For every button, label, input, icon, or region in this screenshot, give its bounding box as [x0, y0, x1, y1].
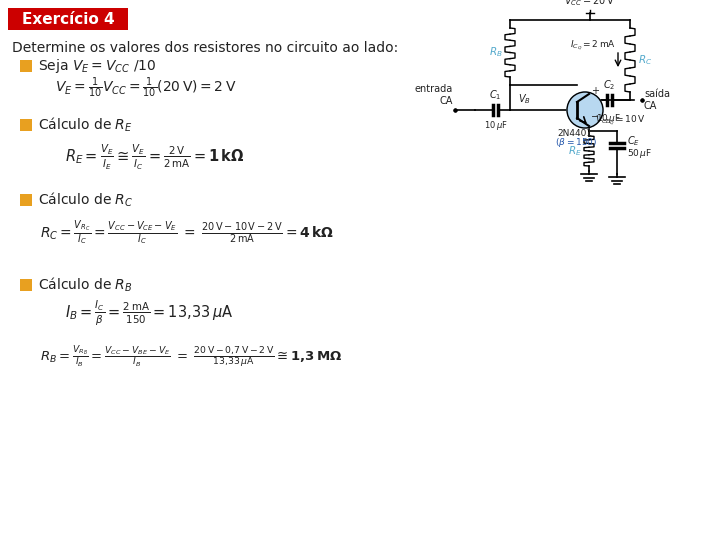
- Text: $I_B = \frac{I_C}{\beta} = \frac{2\,\mathrm{mA}}{150} = 13{,}33\,\mu\mathrm{A}$: $I_B = \frac{I_C}{\beta} = \frac{2\,\mat…: [65, 299, 233, 328]
- Circle shape: [567, 92, 603, 128]
- Text: Cálculo de $R_B$: Cálculo de $R_B$: [38, 276, 132, 294]
- Text: $10\,\mu\mathrm{F}$: $10\,\mu\mathrm{F}$: [484, 119, 508, 132]
- Text: $R_C$: $R_C$: [638, 53, 652, 67]
- Text: ($\beta = 150$): ($\beta = 150$): [555, 136, 597, 149]
- Text: Seja $V_E = V_{CC}$ /10: Seja $V_E = V_{CC}$ /10: [38, 57, 156, 75]
- Text: $V_{CC} = 20\,\mathrm{V}$: $V_{CC} = 20\,\mathrm{V}$: [564, 0, 616, 8]
- FancyBboxPatch shape: [20, 279, 32, 291]
- Text: Cálculo de $R_C$: Cálculo de $R_C$: [38, 191, 133, 209]
- Text: $I_{C_Q} = 2\,\mathrm{mA}$: $I_{C_Q} = 2\,\mathrm{mA}$: [570, 39, 616, 53]
- FancyBboxPatch shape: [20, 119, 32, 131]
- Text: $C_E$: $C_E$: [627, 134, 640, 148]
- Text: Exercício 4: Exercício 4: [22, 11, 114, 26]
- Text: $R_E$: $R_E$: [568, 144, 582, 158]
- FancyBboxPatch shape: [20, 194, 32, 206]
- Text: $V_E = \frac{1}{10}V_{CC} = \frac{1}{10}(20\,\mathrm{V}) = 2\,\mathrm{V}$: $V_E = \frac{1}{10}V_{CC} = \frac{1}{10}…: [55, 76, 236, 100]
- Text: $V_B$: $V_B$: [518, 92, 531, 106]
- Text: $C_1$: $C_1$: [490, 88, 502, 102]
- Text: $R_E = \frac{V_E}{I_E} \cong \frac{V_E}{I_C} = \frac{2\,\mathrm{V}}{2\,\mathrm{m: $R_E = \frac{V_E}{I_E} \cong \frac{V_E}{…: [65, 143, 245, 172]
- Text: Determine os valores dos resistores no circuito ao lado:: Determine os valores dos resistores no c…: [12, 41, 398, 55]
- Text: $R_B = \frac{V_{R_B}}{I_B} = \frac{V_{CC} - V_{BE} - V_E}{I_B} \;=\; \frac{20\,\: $R_B = \frac{V_{R_B}}{I_B} = \frac{V_{CC…: [40, 344, 342, 370]
- FancyBboxPatch shape: [20, 60, 32, 72]
- Text: 2N4401: 2N4401: [557, 129, 592, 138]
- FancyBboxPatch shape: [8, 8, 128, 30]
- Text: $R_B$: $R_B$: [489, 45, 503, 59]
- Text: $10\,\mu\mathrm{F}$: $10\,\mu\mathrm{F}$: [596, 112, 621, 125]
- Text: −: −: [591, 112, 599, 122]
- Text: $V_{CE_Q} = 10\,\mathrm{V}$: $V_{CE_Q} = 10\,\mathrm{V}$: [595, 114, 645, 128]
- Text: +: +: [591, 86, 599, 96]
- Text: saída
CA: saída CA: [644, 89, 670, 111]
- Text: entrada
CA: entrada CA: [415, 84, 453, 106]
- Text: $C_2$: $C_2$: [603, 78, 615, 92]
- Text: $R_C = \frac{V_{R_C}}{I_C} = \frac{V_{CC} - V_{CE} - V_E}{I_C} \;=\; \frac{20\,\: $R_C = \frac{V_{R_C}}{I_C} = \frac{V_{CC…: [40, 219, 334, 247]
- Text: Cálculo de $R_E$: Cálculo de $R_E$: [38, 116, 132, 134]
- Text: $50\,\mu\mathrm{F}$: $50\,\mu\mathrm{F}$: [627, 146, 652, 159]
